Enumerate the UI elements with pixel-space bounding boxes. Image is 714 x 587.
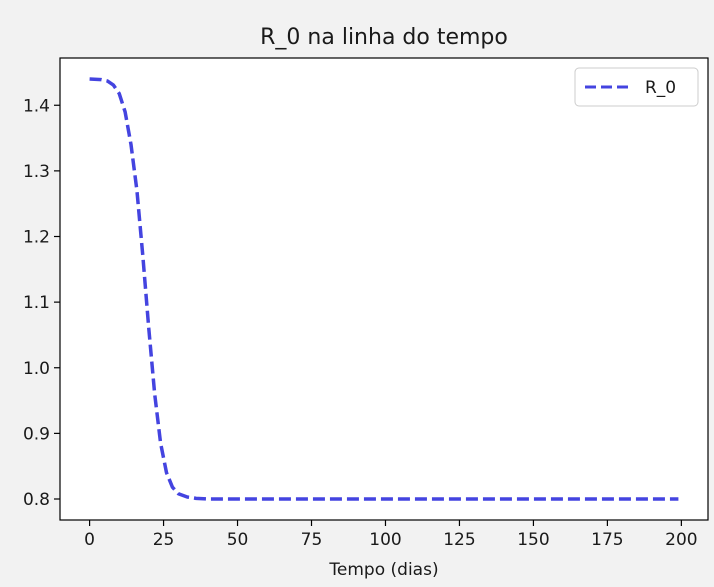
y-tick-label: 1.0 (23, 359, 50, 379)
series-layer (89, 77, 679, 501)
series-line-r-0 (89, 77, 679, 501)
plot-frame (59, 57, 709, 521)
chart-title: R_0 na linha do tempo (260, 25, 508, 50)
y-tick-label: 1.4 (23, 96, 50, 116)
plot-area (60, 58, 708, 520)
x-tick-label: 200 (665, 530, 697, 550)
legend: R_0 (574, 67, 699, 107)
x-tick-label: 175 (591, 530, 623, 550)
x-tick-label: 150 (517, 530, 549, 550)
x-axis-title: Tempo (dias) (328, 560, 438, 580)
y-axis-ticks: 0.8 0.9 1.0 1.1 1.2 1.3 1.4 (23, 96, 60, 510)
x-tick-label: 25 (153, 530, 175, 550)
legend-box (574, 67, 699, 107)
y-tick-label: 1.2 (23, 228, 50, 248)
x-tick-label: 125 (443, 530, 475, 550)
y-tick-label: 0.9 (23, 424, 50, 444)
y-tick-label: 1.3 (23, 162, 50, 182)
legend-label-r0: R_0 (645, 78, 676, 98)
y-tick-label: 1.1 (23, 293, 50, 313)
x-tick-label: 75 (301, 530, 323, 550)
x-axis-ticks: 0 25 50 75 100 125 150 175 200 (84, 520, 698, 550)
x-tick-label: 100 (369, 530, 401, 550)
y-tick-label: 0.8 (23, 490, 50, 510)
x-tick-label: 0 (84, 530, 95, 550)
x-tick-label: 50 (227, 530, 249, 550)
